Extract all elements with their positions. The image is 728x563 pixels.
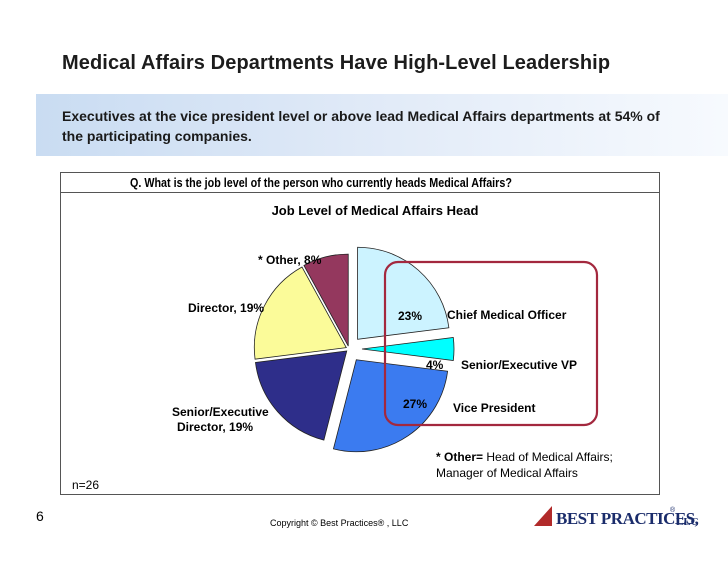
vp-and-above-highlight xyxy=(383,260,599,427)
logo-suffix: LLC xyxy=(676,516,699,528)
copyright: Copyright © Best Practices® , LLC xyxy=(270,518,409,528)
footnote-text: Head of Medical Affairs; xyxy=(483,450,613,464)
sample-size: n=26 xyxy=(72,478,100,492)
logo-registered: ® xyxy=(670,506,676,514)
label-senior-executive-vp: Senior/Executive VP xyxy=(461,358,577,372)
footnote-bold: * Other= xyxy=(436,450,483,464)
value-vice-president: 27% xyxy=(403,397,427,411)
label-sr-director-line1: Senior/Executive xyxy=(172,405,269,419)
chart-frame xyxy=(60,172,660,495)
footnote-line1: * Other= Head of Medical Affairs; xyxy=(436,450,613,464)
value-chief-medical-officer: 23% xyxy=(398,309,422,323)
label-sr-director-line2: Director, 19% xyxy=(177,420,253,434)
label-chief-medical-officer: Chief Medical Officer xyxy=(447,308,567,322)
value-senior-executive-vp: 4% xyxy=(426,358,444,372)
subtitle-banner xyxy=(36,94,728,156)
pie-slice-director xyxy=(254,266,347,360)
pie-slice-senior-executive-director xyxy=(255,350,348,441)
page-number: 6 xyxy=(36,508,44,524)
best-practices-logo: BEST PRACTICES, LLC ® xyxy=(534,506,699,528)
question-bar xyxy=(60,172,660,193)
survey-question: Q. What is the job level of the person w… xyxy=(130,176,512,190)
pie-slice-other xyxy=(303,253,349,347)
pie-slice-chief-medical-officer xyxy=(357,246,450,340)
slide-title: Medical Affairs Departments Have High-Le… xyxy=(62,52,611,74)
logo-mark-icon xyxy=(534,506,552,526)
pie-slice-vice-president xyxy=(332,359,449,453)
label-other: * Other, 8% xyxy=(258,253,322,267)
label-director: Director, 19% xyxy=(188,301,264,315)
pie-slice-senior-executive-vp xyxy=(361,337,455,361)
logo-text: BEST PRACTICES, xyxy=(556,509,699,528)
slide-subtitle: Executives at the vice president level o… xyxy=(62,108,660,144)
label-vice-president: Vice President xyxy=(453,401,536,415)
chart-title: Job Level of Medical Affairs Head xyxy=(272,203,479,218)
footnote-line2: Manager of Medical Affairs xyxy=(436,466,578,480)
